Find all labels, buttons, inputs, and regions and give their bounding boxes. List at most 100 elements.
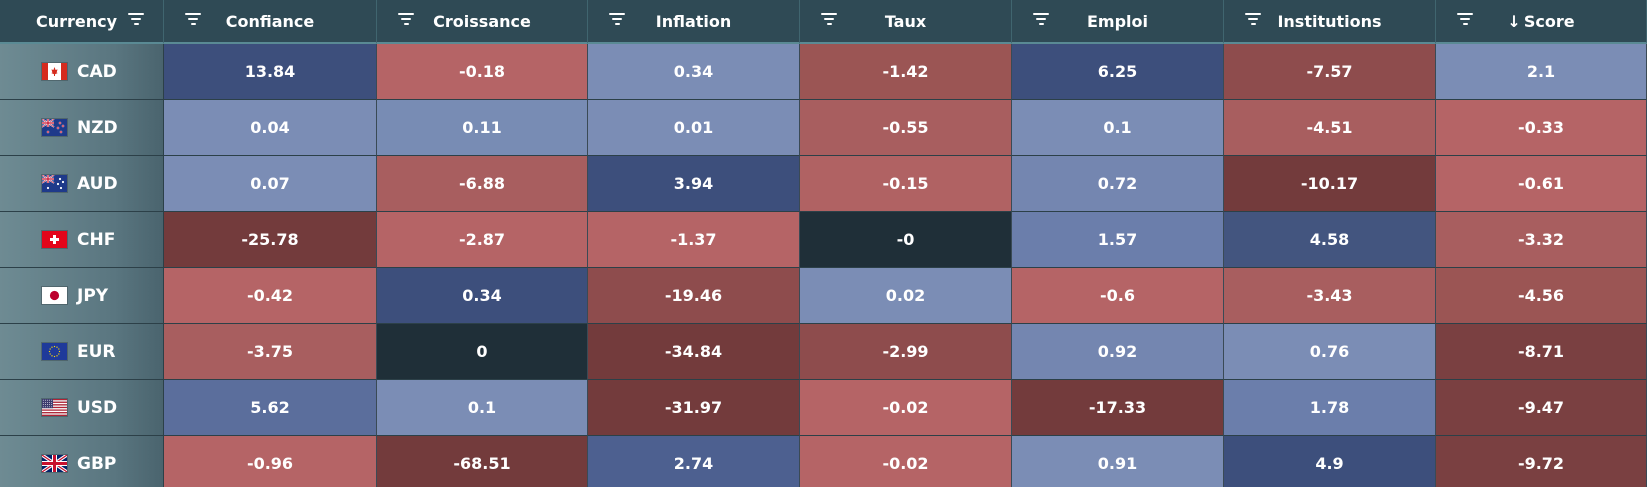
value-cell-score: -0.61 [1436,156,1647,212]
value-cell-confiance: -0.42 [164,268,377,324]
currency-code: AUD [77,173,118,194]
column-header-taux[interactable]: Taux [800,0,1012,44]
value-cell-croissance: -2.87 [377,212,588,268]
value-cell-institutions: 1.78 [1224,380,1436,436]
column-header-institutions[interactable]: Institutions [1224,0,1436,44]
value-cell-inflation: 0.01 [588,100,800,156]
value-cell-taux: -0.55 [800,100,1012,156]
filter-icon[interactable] [397,12,415,26]
value-cell-score: 2.1 [1436,44,1647,100]
column-header-label: Inflation [655,11,732,31]
value-cell-emploi: 0.72 [1012,156,1224,212]
eu-flag-icon [42,343,67,360]
currency-cell: JPY [0,268,164,324]
value-cell-score: -0.33 [1436,100,1647,156]
value-cell-score: -8.71 [1436,324,1647,380]
column-header-label: Institutions [1277,11,1382,31]
currency-cell: CHF [0,212,164,268]
column-header-score[interactable]: ↓ Score [1436,0,1647,44]
value-cell-inflation: 0.34 [588,44,800,100]
arrow-down-icon: ↓ [1507,11,1521,31]
currency-cell: NZD [0,100,164,156]
column-header-emploi[interactable]: Emploi [1012,0,1224,44]
column-header-croissance[interactable]: Croissance [377,0,588,44]
column-header-label: Score [1523,11,1575,31]
value-cell-institutions: -7.57 [1224,44,1436,100]
value-cell-institutions: -10.17 [1224,156,1436,212]
column-header-label-wrap: ↓ Score [1436,12,1646,31]
value-cell-confiance: 0.04 [164,100,377,156]
value-cell-inflation: 3.94 [588,156,800,212]
canada-flag-icon [42,63,67,80]
value-cell-confiance: -3.75 [164,324,377,380]
value-cell-inflation: -1.37 [588,212,800,268]
currency-cell: GBP [0,436,164,487]
currency-code: CAD [77,61,117,82]
currency-code: NZD [77,117,118,138]
value-cell-confiance: -0.96 [164,436,377,487]
value-cell-croissance: -0.18 [377,44,588,100]
currency-code: CHF [77,229,116,250]
value-cell-score: -4.56 [1436,268,1647,324]
value-cell-institutions: 4.58 [1224,212,1436,268]
value-cell-confiance: 5.62 [164,380,377,436]
currency-cell: CAD [0,44,164,100]
value-cell-emploi: 0.1 [1012,100,1224,156]
value-cell-inflation: -19.46 [588,268,800,324]
currency-code: USD [77,397,118,418]
value-cell-inflation: 2.74 [588,436,800,487]
japan-flag-icon [42,287,67,304]
filter-icon[interactable] [127,12,145,26]
value-cell-croissance: -68.51 [377,436,588,487]
value-cell-institutions: 4.9 [1224,436,1436,487]
value-cell-emploi: 0.92 [1012,324,1224,380]
value-cell-confiance: 13.84 [164,44,377,100]
value-cell-taux: -1.42 [800,44,1012,100]
column-header-label: Taux [884,11,927,31]
value-cell-taux: -0.02 [800,380,1012,436]
column-header-label: Croissance [433,11,531,31]
value-cell-confiance: -25.78 [164,212,377,268]
value-cell-institutions: -3.43 [1224,268,1436,324]
column-header-currency[interactable]: Currency [0,0,164,44]
column-header-inflation[interactable]: Inflation [588,0,800,44]
column-header-confiance[interactable]: Confiance [164,0,377,44]
column-header-label: Confiance [225,11,315,31]
currency-code: EUR [77,341,116,362]
value-cell-score: -9.47 [1436,380,1647,436]
value-cell-taux: -0.02 [800,436,1012,487]
value-cell-croissance: 0 [377,324,588,380]
filter-icon[interactable] [608,12,626,26]
filter-icon[interactable] [820,12,838,26]
currency-cell: USD [0,380,164,436]
value-cell-confiance: 0.07 [164,156,377,212]
uk-flag-icon [42,455,67,472]
filter-icon[interactable] [184,12,202,26]
value-cell-institutions: 0.76 [1224,324,1436,380]
currency-code: JPY [77,285,109,306]
value-cell-emploi: 6.25 [1012,44,1224,100]
filter-icon[interactable] [1244,12,1262,26]
currency-cell: EUR [0,324,164,380]
value-cell-emploi: 1.57 [1012,212,1224,268]
filter-icon[interactable] [1032,12,1050,26]
value-cell-institutions: -4.51 [1224,100,1436,156]
value-cell-croissance: 0.1 [377,380,588,436]
value-cell-emploi: -0.6 [1012,268,1224,324]
value-cell-taux: -0 [800,212,1012,268]
value-cell-croissance: -6.88 [377,156,588,212]
usa-flag-icon [42,399,67,416]
new-zealand-flag-icon [42,119,67,136]
column-header-label: Emploi [1086,11,1148,31]
australia-flag-icon [42,175,67,192]
filter-icon[interactable] [1456,12,1474,26]
currency-code: GBP [77,453,117,474]
value-cell-emploi: -17.33 [1012,380,1224,436]
value-cell-croissance: 0.11 [377,100,588,156]
value-cell-taux: 0.02 [800,268,1012,324]
value-cell-croissance: 0.34 [377,268,588,324]
value-cell-inflation: -31.97 [588,380,800,436]
value-cell-taux: -0.15 [800,156,1012,212]
value-cell-score: -9.72 [1436,436,1647,487]
